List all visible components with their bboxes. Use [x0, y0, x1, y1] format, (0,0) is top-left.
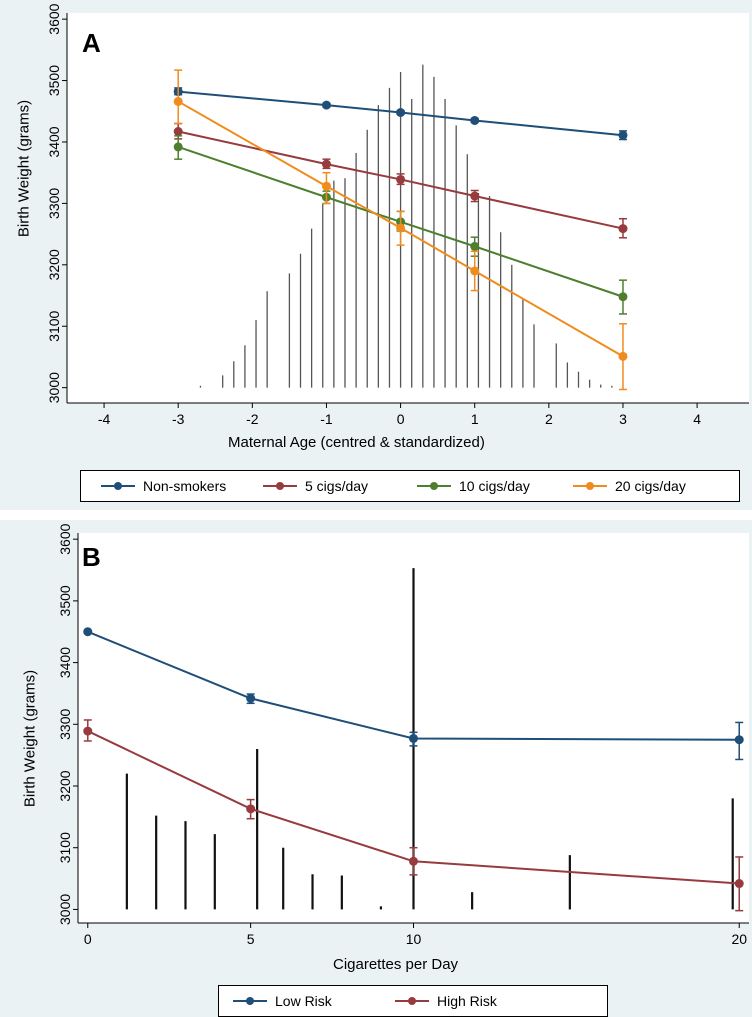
data-point-5-cigs-day	[396, 174, 406, 184]
data-point-5-cigs-day	[470, 191, 480, 201]
data-point-high-risk	[409, 856, 418, 866]
data-point-20-cigs-day	[173, 96, 183, 106]
legend-swatch-non-smokers	[101, 479, 135, 493]
panel-b: 3000 3100 3200 3300 3400 3500 3600 0 5 10 20 B Cig…	[0, 520, 752, 1017]
y-tick-label: 3200	[46, 249, 62, 280]
data-point-non-smokers	[470, 115, 480, 125]
x-tick-label: 20	[731, 931, 747, 947]
x-axis-title-b: Cigarettes per Day	[333, 956, 459, 973]
x-tick-label: -3	[172, 411, 185, 427]
legend-item-high-risk: High Risk	[395, 986, 497, 1016]
data-point-20-cigs-day	[618, 351, 628, 361]
legend-label-5-cigs: 5 cigs/day	[305, 478, 369, 494]
legend-item-10-cigs: 10 cigs/day	[417, 471, 530, 501]
legend-a: Non-smokers 5 cigs/day 10 cigs/day 20 ci…	[80, 470, 740, 502]
data-point-non-smokers	[396, 107, 406, 117]
y-tick-label: 3100	[57, 832, 73, 863]
data-point-10-cigs-day	[173, 142, 183, 152]
x-tick-label: 4	[693, 411, 701, 427]
y-tick-label: 3000	[57, 894, 73, 925]
y-tick-label: 3300	[57, 709, 73, 740]
legend-b: Low Risk High Risk	[218, 985, 608, 1017]
y-tick-label: 3500	[57, 585, 73, 616]
data-point-10-cigs-day	[470, 241, 480, 251]
legend-item-low-risk: Low Risk	[233, 986, 332, 1016]
legend-swatch-20-cigs	[573, 479, 607, 493]
legend-swatch-10-cigs	[417, 479, 451, 493]
x-tick-label: 10	[406, 931, 422, 947]
y-tick-label: 3400	[46, 126, 62, 157]
y-tick-label: 3600	[57, 523, 73, 554]
data-point-low-risk	[83, 627, 93, 637]
x-tick-label: 0	[397, 411, 405, 427]
series-line-low-risk	[87, 630, 740, 741]
legend-item-5-cigs: 5 cigs/day	[263, 471, 368, 501]
data-point-high-risk	[246, 804, 256, 814]
legend-item-non-smokers: Non-smokers	[101, 471, 226, 501]
y-tick-label: 3300	[46, 188, 62, 219]
y-axis-title-a: Birth Weight (grams)	[15, 99, 33, 238]
y-tick-label: 3400	[57, 647, 73, 678]
data-point-low-risk	[246, 693, 256, 703]
panel-letter-b: B	[82, 542, 101, 572]
y-tick-label: 3500	[46, 65, 62, 96]
panel-letter-a: A	[82, 28, 101, 58]
legend-label-10-cigs: 10 cigs/day	[459, 478, 530, 494]
plot-area	[67, 13, 749, 403]
y-tick-label: 3200	[57, 770, 73, 801]
legend-label-non-smokers: Non-smokers	[143, 478, 227, 494]
data-point-high-risk	[734, 879, 744, 889]
data-point-5-cigs-day	[321, 159, 331, 169]
x-tick-label: -4	[98, 411, 111, 427]
data-point-10-cigs-day	[618, 292, 628, 302]
x-tick-label: -2	[246, 411, 259, 427]
data-point-non-smokers	[618, 130, 628, 140]
chart-b-svg: 3000 3100 3200 3300 3400 3500 3600 0 5 10 20	[57, 523, 749, 947]
data-point-20-cigs-day	[470, 266, 480, 276]
panel-a: 3000 3100 3200 3300 3400 3500 3600 -4 -3 -2 -1 0 1 2 3…	[0, 0, 752, 510]
legend-swatch-5-cigs	[263, 479, 297, 493]
x-tick-label: 2	[545, 411, 553, 427]
x-tick-label: 5	[247, 931, 255, 947]
legend-swatch-high-risk	[395, 994, 429, 1008]
data-point-5-cigs-day	[173, 127, 183, 137]
legend-label-low-risk: Low Risk	[275, 993, 332, 1009]
legend-item-20-cigs: 20 cigs/day	[573, 471, 686, 501]
legend-swatch-low-risk	[233, 994, 267, 1008]
x-tick-label: -1	[320, 411, 333, 427]
data-point-low-risk	[734, 735, 744, 745]
x-axis-title-a: Maternal Age (centred & standardized)	[228, 434, 485, 451]
x-tick-label: 1	[471, 411, 479, 427]
x-tick-label: 3	[619, 411, 627, 427]
legend-label-20-cigs: 20 cigs/day	[615, 478, 686, 494]
y-tick-label: 3600	[46, 3, 62, 34]
data-point-20-cigs-day	[321, 181, 331, 191]
legend-label-high-risk: High Risk	[437, 993, 497, 1009]
series-line-high-risk	[87, 730, 740, 885]
data-point-20-cigs-day	[396, 223, 406, 233]
chart-a-svg: 3000 3100 3200 3300 3400 3500 3600 -4 -3 -2 -1 0 1 2 3…	[46, 3, 749, 427]
y-tick-label: 3100	[46, 310, 62, 341]
data-point-low-risk	[409, 733, 418, 743]
y-axis-title-b: Birth Weight (grams)	[21, 669, 39, 808]
x-tick-label: 0	[84, 931, 92, 947]
data-point-non-smokers	[321, 100, 331, 110]
data-point-5-cigs-day	[618, 224, 628, 234]
data-point-high-risk	[83, 726, 93, 736]
y-tick-label: 3000	[46, 372, 62, 403]
